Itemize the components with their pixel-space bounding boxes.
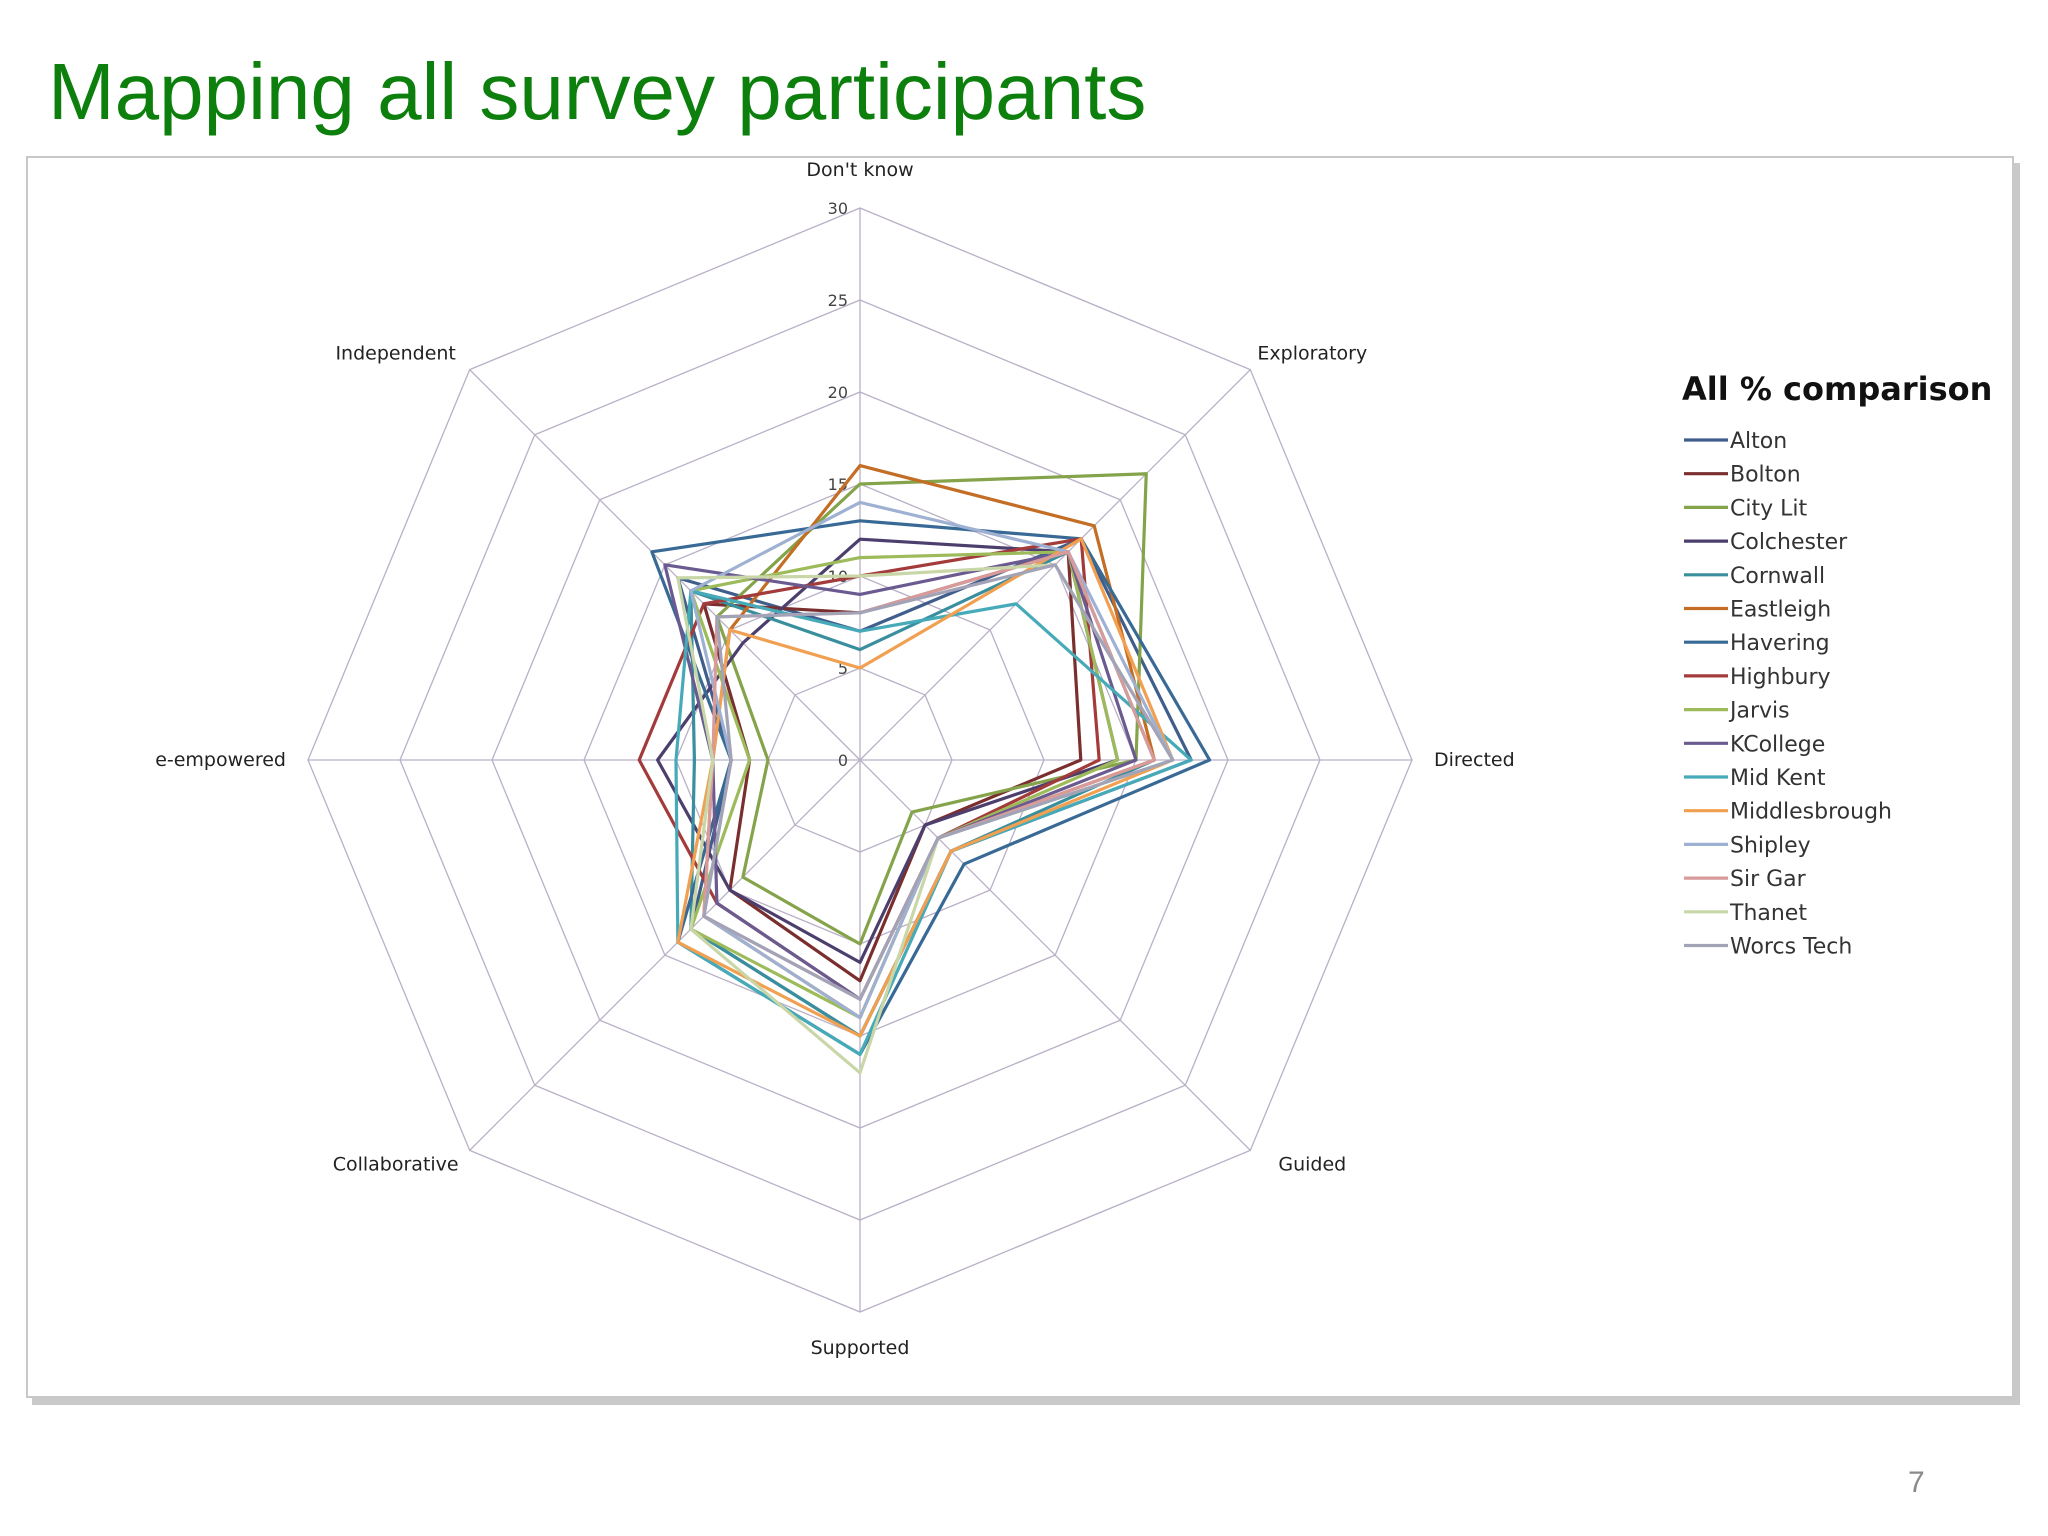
legend-entry: KCollege xyxy=(1730,732,1825,757)
axis-label: e-empowered xyxy=(155,749,286,771)
series-line xyxy=(674,589,1193,1057)
axis-label: Don't know xyxy=(806,159,913,181)
chart-frame: 0 5 10 15 20 25 30 Don't know Exploratory Direct… xyxy=(26,156,2014,1398)
legend-entry: City Lit xyxy=(1730,496,1807,521)
legend-entry: Eastleigh xyxy=(1730,598,1831,623)
legend-entry: Colchester xyxy=(1730,530,1848,555)
page-number: 7 xyxy=(1908,1466,1925,1499)
legend-entry: Worcs Tech xyxy=(1730,935,1852,960)
legend-entry: Thanet xyxy=(1729,901,1807,926)
legend-entry: Bolton xyxy=(1730,463,1801,488)
legend-entry: Sir Gar xyxy=(1730,867,1807,892)
axis-label: Directed xyxy=(1434,749,1515,771)
tick-label: 30 xyxy=(828,199,848,218)
radar-axis-labels: Don't know Exploratory Directed Guided Suppo… xyxy=(155,159,1514,1359)
series-line xyxy=(715,472,1148,946)
radar-grid xyxy=(307,207,1413,1313)
chart-legend: All % comparison Alton Bolton City Lit Colc… xyxy=(1682,370,1992,960)
axis-label: Independent xyxy=(335,343,455,365)
axis-label: Guided xyxy=(1278,1153,1346,1175)
slide-title: Mapping all survey participants xyxy=(48,47,1147,136)
radar-series xyxy=(637,464,1212,1075)
grid-spoke xyxy=(859,759,1251,1151)
series-line xyxy=(689,500,1175,1020)
tick-label: 5 xyxy=(838,659,848,678)
tick-label: 0 xyxy=(838,751,848,770)
legend-entry: Havering xyxy=(1730,631,1830,656)
series-line xyxy=(676,537,1175,1038)
axis-label: Exploratory xyxy=(1257,343,1367,365)
legend-entry: Cornwall xyxy=(1730,564,1825,589)
tick-label: 25 xyxy=(828,291,848,310)
grid-spoke xyxy=(469,759,861,1151)
legend-entry: Mid Kent xyxy=(1730,766,1826,791)
tick-label: 20 xyxy=(828,383,848,402)
legend-entry: Highbury xyxy=(1730,665,1831,690)
legend-entry: Middlesbrough xyxy=(1730,800,1892,825)
legend-entry: Alton xyxy=(1730,429,1787,454)
legend-title: All % comparison xyxy=(1682,370,1992,408)
legend-entry: Shipley xyxy=(1730,833,1811,858)
legend-entry: Jarvis xyxy=(1728,699,1790,724)
series-line xyxy=(702,563,1175,1001)
axis-label: Supported xyxy=(811,1337,910,1359)
series-line xyxy=(702,550,1083,983)
axis-label: Collaborative xyxy=(333,1153,459,1175)
